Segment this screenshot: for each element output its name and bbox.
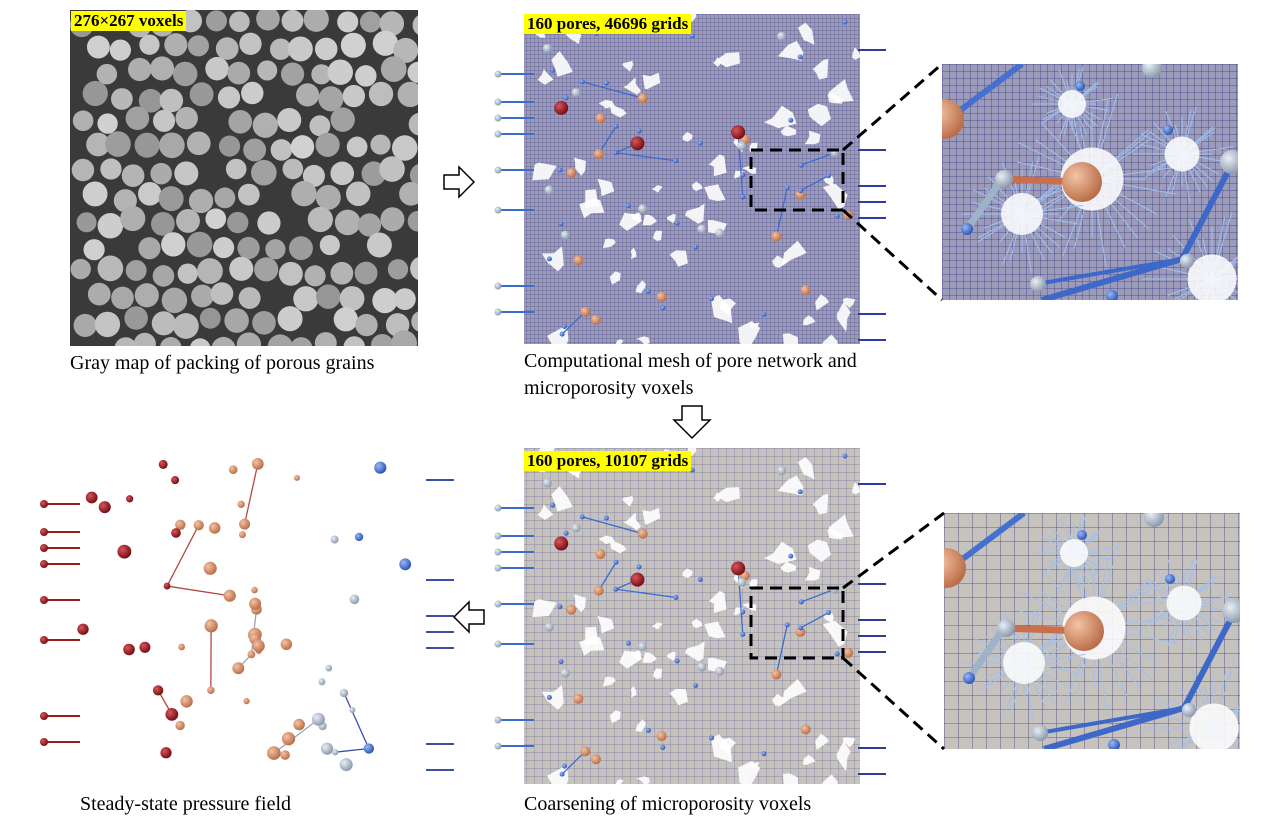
- fine-mesh-zoom-image: [942, 64, 1238, 300]
- fine-mesh-caption-line1: Computational mesh of pore network and: [524, 350, 857, 372]
- pressure-caption: Steady-state pressure field: [80, 793, 292, 815]
- gray-map-image: [70, 10, 418, 346]
- fine-mesh-image: [494, 14, 892, 344]
- gray-map-caption: Gray map of packing of porous grains: [70, 352, 375, 374]
- arrow-down-icon: [672, 405, 712, 440]
- coarse-mesh-caption: Coarsening of microporosity voxels: [524, 793, 812, 815]
- coarse-mesh-image: [494, 448, 892, 784]
- fine-mesh-caption: Computational mesh of pore network and m…: [524, 348, 857, 402]
- coarse-mesh-badge: 160 pores, 10107 grids: [524, 451, 692, 471]
- arrow-right-icon: [443, 165, 476, 199]
- gray-map-size-badge: 276×267 voxels: [71, 11, 187, 31]
- fine-mesh-caption-line2: microporosity voxels: [524, 377, 694, 399]
- coarse-mesh-zoom-image: [944, 513, 1240, 749]
- pressure-field-image: [40, 444, 460, 784]
- fine-mesh-badge: 160 pores, 46696 grids: [524, 14, 692, 34]
- arrow-left-icon: [452, 600, 485, 634]
